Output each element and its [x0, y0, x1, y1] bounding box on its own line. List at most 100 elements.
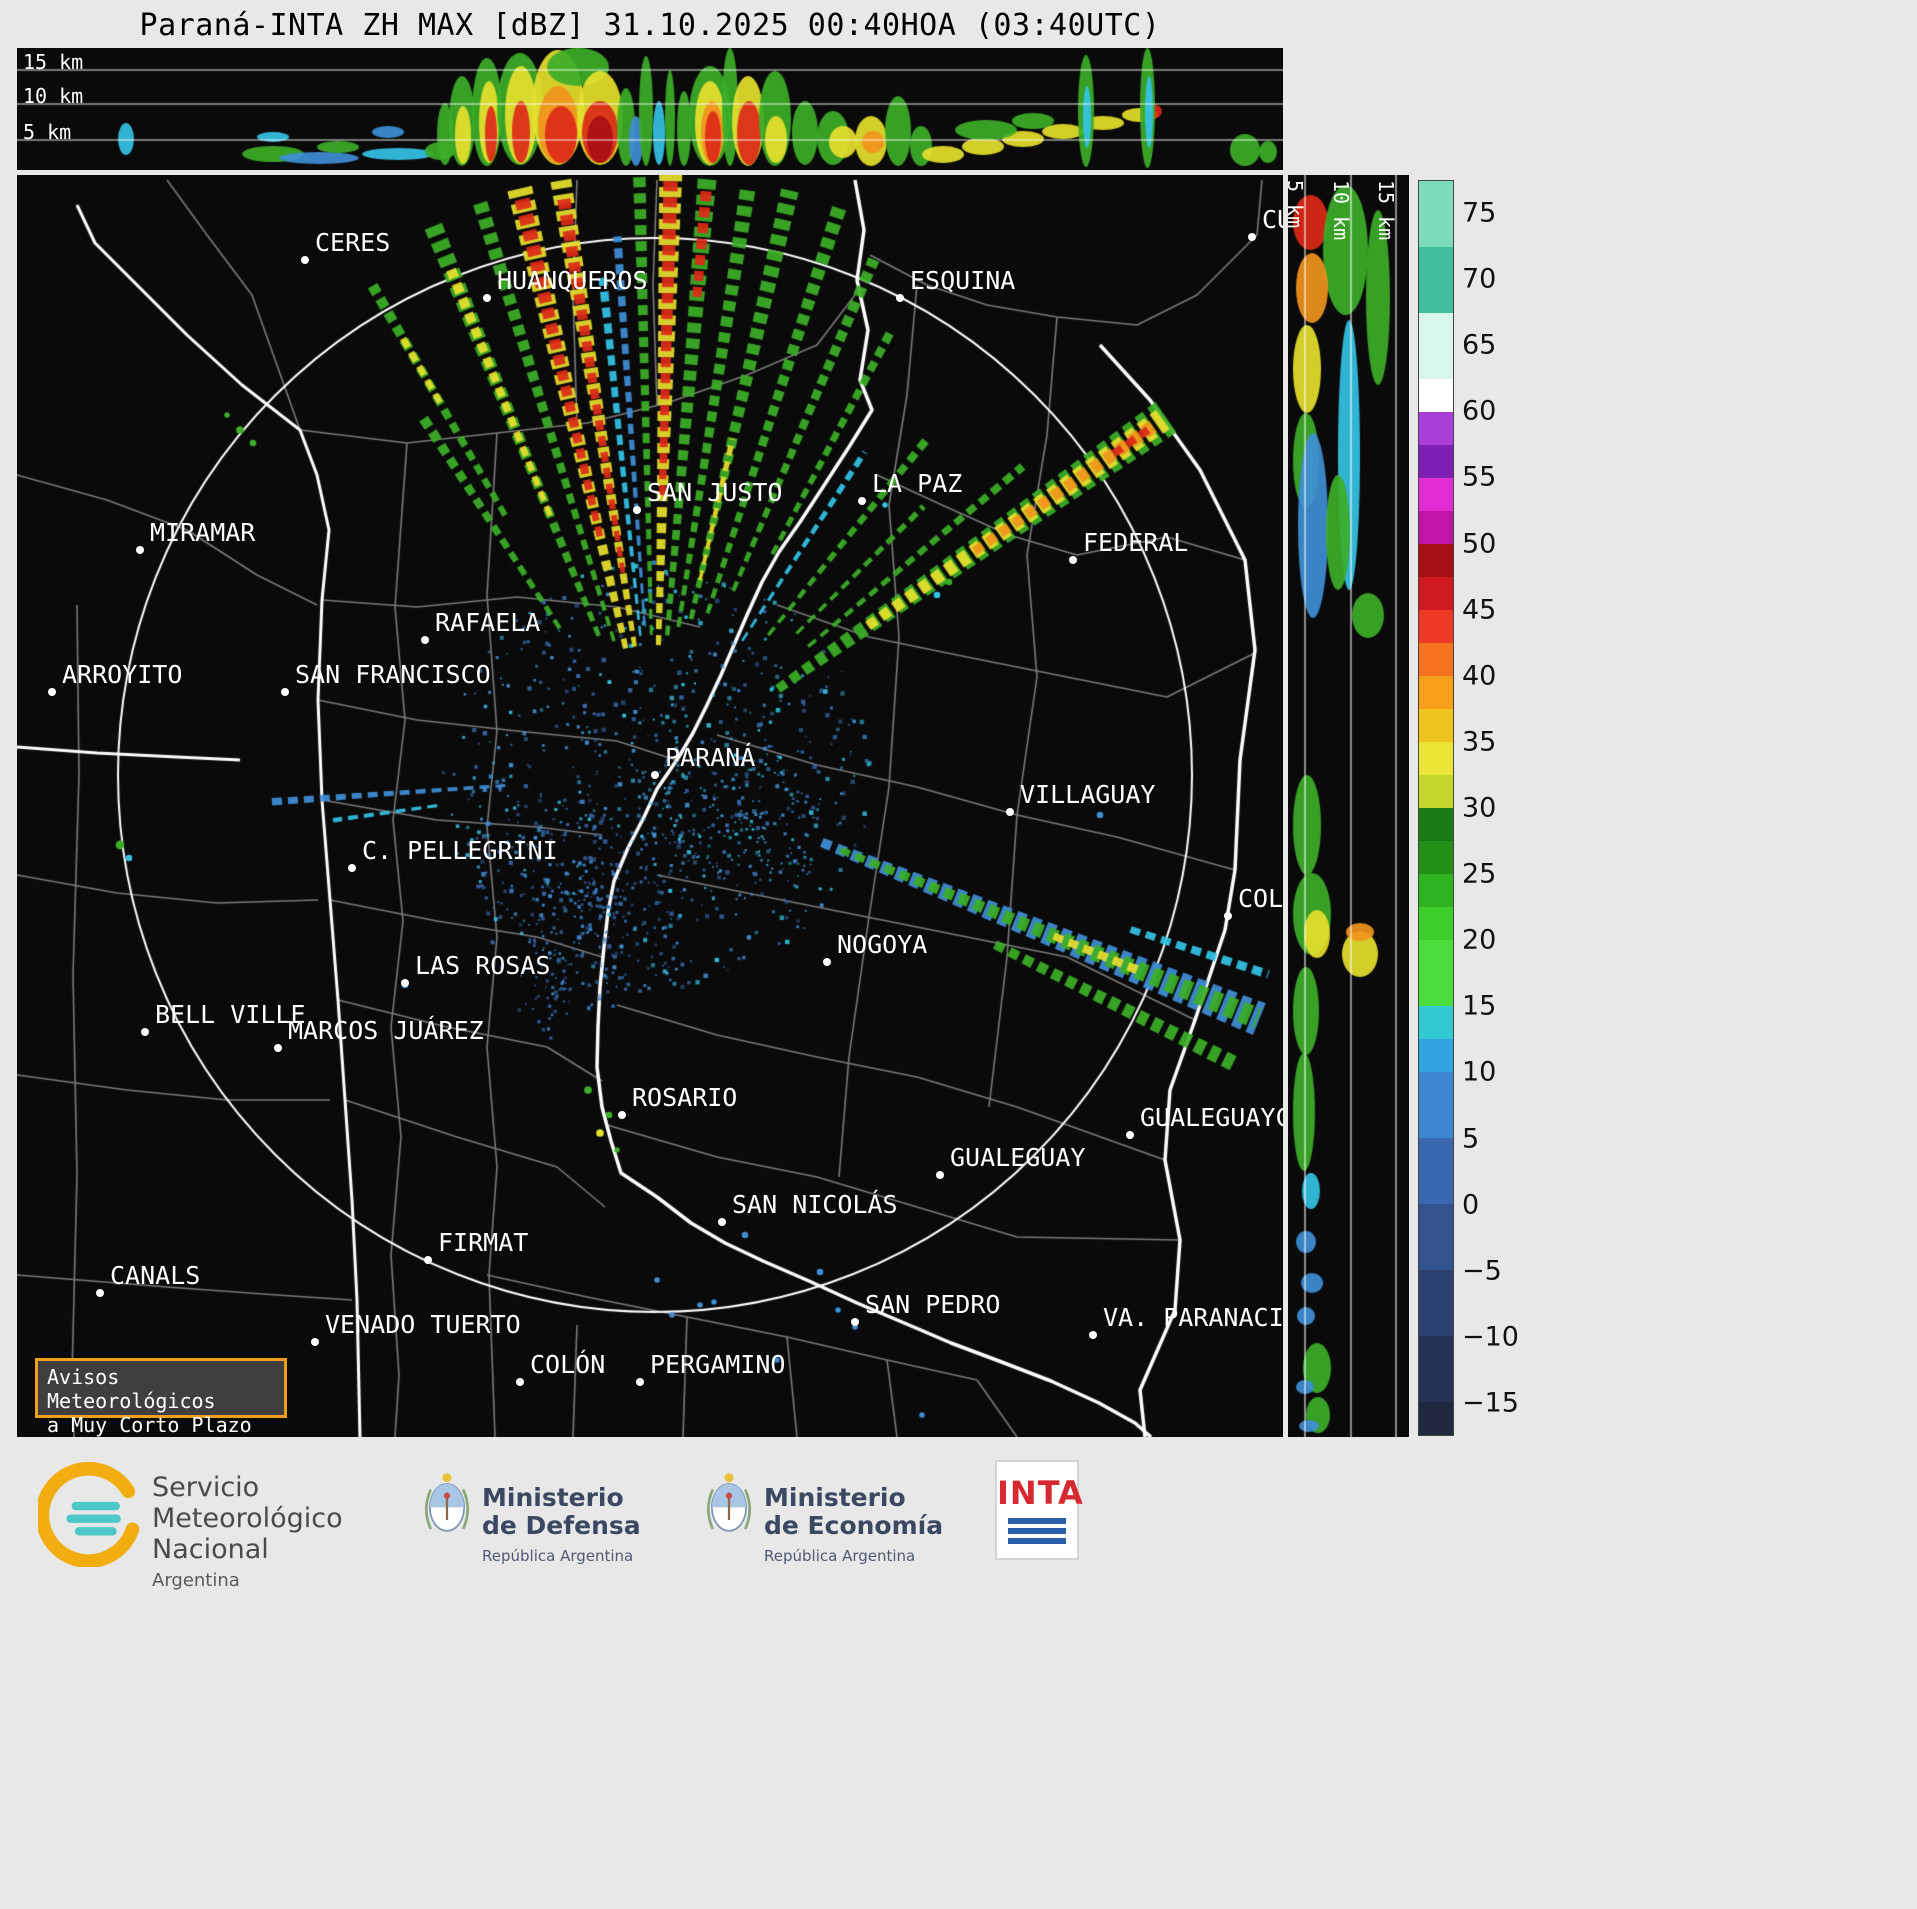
city-dot	[718, 1218, 726, 1226]
city-label: SAN JUSTO	[647, 478, 783, 507]
dbz-colorbar	[1418, 180, 1454, 1436]
colorbar-tick: 30	[1462, 792, 1497, 824]
city-label: COLÓN	[530, 1350, 606, 1379]
city-label: GUALEGUAY	[950, 1143, 1086, 1172]
city-dot	[1006, 808, 1014, 816]
city-dot	[896, 294, 904, 302]
city-dot	[421, 636, 429, 644]
top-cross-section-panel: 15 km 10 km 5 km	[17, 48, 1283, 170]
defensa-line-2: de Defensa	[482, 1511, 641, 1540]
smn-logo	[35, 1461, 143, 1568]
city-layer: CERES HUANQUEROS ESQUINA CURUZÚ CUATIÁ SAN J…	[17, 175, 1283, 1437]
right-cross-section-panel: 5 km 10 km 15 km	[1288, 175, 1409, 1437]
altitude-label-10km: 10 km	[23, 84, 84, 108]
city-label: SAN FRANCISCO	[295, 660, 491, 689]
warning-line-1: Avisos Meteorológicos	[47, 1365, 216, 1413]
city-label: CERES	[315, 228, 391, 257]
city-dot	[823, 958, 831, 966]
footer: Servicio Meteorológico Nacional Argentin…	[0, 1450, 1917, 1650]
city-label: PARANÁ	[665, 743, 756, 772]
colorbar-tick: 10	[1462, 1056, 1497, 1088]
city-dot	[1089, 1331, 1097, 1339]
inta-logo-stripes	[1008, 1518, 1066, 1544]
city-dot	[1126, 1131, 1134, 1139]
colorbar-tick: 20	[1462, 924, 1497, 956]
colorbar-tick: 65	[1462, 329, 1497, 361]
city-dot	[651, 771, 659, 779]
city-dot	[636, 1378, 644, 1386]
city-label: LA PAZ	[872, 469, 963, 498]
city-dot	[281, 688, 289, 696]
city-label: NOGOYA	[837, 930, 928, 959]
dbz-colorbar-ticks: 75 70 65 60 55 50 45 40 35 30 25 20 15 10 5 0 −5 −10 −15	[1462, 180, 1552, 1436]
economia-coat-of-arms-icon	[702, 1466, 756, 1556]
city-dot	[936, 1171, 944, 1179]
city-dot	[618, 1111, 626, 1119]
city-label: CANALS	[110, 1261, 201, 1290]
city-dot	[48, 688, 56, 696]
altitude-label-5km-right: 5 km	[1288, 180, 1307, 229]
altitude-label-10km-right: 10 km	[1329, 180, 1353, 241]
city-label: MARCOS JUÁREZ	[288, 1016, 484, 1045]
city-dot	[301, 256, 309, 264]
city-label: GUALEGUAYCHÚ	[1140, 1103, 1283, 1132]
right-cross-section-canvas	[1288, 175, 1409, 1437]
defensa-line-3: República Argentina	[482, 1547, 634, 1565]
altitude-label-15km: 15 km	[23, 50, 84, 74]
economia-text: Ministerio de Economía República Argenti…	[764, 1483, 944, 1566]
city-label: VA. PARANACITO	[1103, 1303, 1283, 1332]
colorbar-tick: −15	[1462, 1387, 1519, 1419]
city-dot	[401, 979, 409, 987]
city-label: RAFAELA	[435, 608, 541, 637]
top-cross-section-canvas	[17, 48, 1283, 170]
colorbar-tick: 45	[1462, 594, 1497, 626]
colorbar-tick: 5	[1462, 1123, 1480, 1155]
defensa-coat-of-arms-icon	[420, 1466, 474, 1556]
city-label: VENADO TUERTO	[325, 1310, 521, 1339]
city-dot	[136, 546, 144, 554]
city-label: SAN PEDRO	[865, 1290, 1001, 1319]
smn-text: Servicio Meteorológico Nacional Argentin…	[152, 1472, 343, 1591]
colorbar-tick: −5	[1462, 1255, 1502, 1287]
smn-line-4: Argentina	[152, 1570, 240, 1591]
city-dot	[141, 1028, 149, 1036]
city-label: ARROYITO	[62, 660, 183, 689]
colorbar-tick: 25	[1462, 858, 1497, 890]
city-dot	[348, 864, 356, 872]
inta-logo: INTA	[995, 1460, 1084, 1560]
page-title: Paraná-INTA ZH MAX [dBZ] 31.10.2025 00:4…	[139, 8, 1161, 43]
city-dot	[633, 506, 641, 514]
colorbar-tick: 0	[1462, 1189, 1480, 1221]
defensa-text: Ministerio de Defensa República Argentin…	[482, 1483, 641, 1566]
colorbar-tick: 70	[1462, 263, 1497, 295]
city-label: ROSARIO	[632, 1083, 738, 1112]
economia-line-2: de Economía	[764, 1511, 944, 1540]
city-label: BELL VILLE	[155, 1000, 306, 1029]
smn-line-1: Servicio	[152, 1472, 260, 1503]
smn-line-3: Nacional	[152, 1534, 269, 1565]
colorbar-tick: −10	[1462, 1321, 1519, 1353]
city-dot	[858, 497, 866, 505]
defensa-line-1: Ministerio	[482, 1483, 624, 1512]
city-dot	[96, 1289, 104, 1297]
city-label: FIRMAT	[438, 1228, 529, 1257]
city-dot	[1069, 556, 1077, 564]
city-label: PERGAMINO	[650, 1350, 786, 1379]
inta-logo-text: INTA	[997, 1474, 1084, 1512]
city-dot	[1224, 912, 1232, 920]
city-dot	[1248, 233, 1256, 241]
radar-map-panel: CERES HUANQUEROS ESQUINA CURUZÚ CUATIÁ SAN J…	[17, 175, 1283, 1437]
colorbar-tick: 75	[1462, 197, 1497, 229]
city-label: MIRAMAR	[150, 518, 256, 547]
colorbar-tick: 15	[1462, 990, 1497, 1022]
economia-line-1: Ministerio	[764, 1483, 906, 1512]
colorbar-tick: 35	[1462, 726, 1497, 758]
city-label: ESQUINA	[910, 266, 1016, 295]
city-label: LAS ROSAS	[415, 951, 551, 980]
city-label: COLÓN	[1238, 884, 1283, 913]
city-label: HUANQUEROS	[497, 266, 648, 295]
smn-logo-icon	[35, 1461, 140, 1568]
altitude-label-5km: 5 km	[23, 120, 72, 144]
colorbar-tick: 40	[1462, 660, 1497, 692]
